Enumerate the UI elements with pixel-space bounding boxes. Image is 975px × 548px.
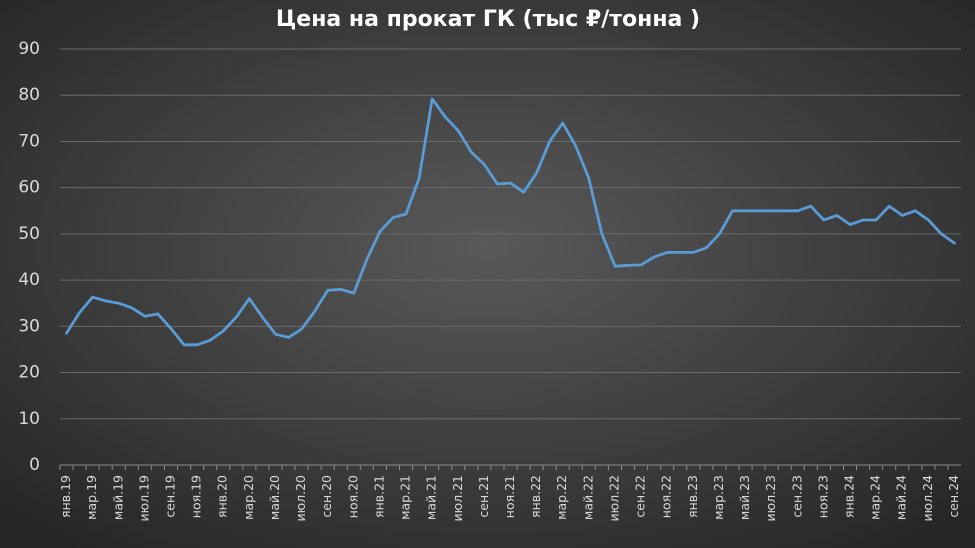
x-tick-label: ноя.21 [502,475,517,518]
x-tick-label: июл.23 [763,475,778,522]
x-tick-label: сен.20 [319,475,334,518]
x-tick-label: ноя.19 [189,475,204,518]
x-tick-label: мар.21 [398,475,413,520]
x-tick-label: июл.21 [450,475,465,522]
y-tick-label: 60 [18,178,40,198]
x-tick-label: май.20 [267,475,282,520]
x-tick-label: июл.19 [136,475,151,522]
x-tick-label: мар.20 [241,475,256,520]
x-tick-label: мар.23 [711,475,726,520]
x-tick-label: янв.20 [215,475,230,518]
x-tick-label: май.21 [424,475,439,520]
x-tick-label: май.23 [737,475,752,520]
chart-title: Цена на прокат ГК (тыс ₽/тонна ) [276,7,700,32]
x-tick-label: май.19 [110,475,125,520]
y-tick-label: 20 [18,363,40,383]
x-tick-label: май.24 [894,475,909,520]
x-tick-label: янв.21 [371,475,386,518]
x-tick-label: сен.22 [633,475,648,518]
x-tick-label: ноя.23 [815,475,830,518]
x-tick-label: июл.24 [920,475,935,522]
y-tick-label: 80 [18,85,40,105]
x-tick-label: сен.19 [162,475,177,518]
x-tick-label: сен.24 [946,475,961,518]
x-tick-label: июл.22 [606,475,621,522]
x-tick-label: ноя.20 [345,475,360,518]
x-tick-label: янв.23 [685,475,700,518]
x-tick-label: мар.24 [868,475,883,520]
x-tick-label: мар.19 [84,475,99,520]
y-tick-label: 70 [18,131,40,151]
x-tick-label: мар.22 [554,475,569,520]
x-tick-label: янв.19 [58,475,73,518]
y-tick-label: 0 [29,455,40,475]
y-tick-label: 50 [18,224,40,244]
line [65,97,956,347]
y-tick-label: 90 [18,39,40,59]
x-tick-label: янв.24 [842,475,857,518]
y-tick-label: 30 [18,316,40,336]
y-tick-label: 10 [18,409,40,429]
y-tick-label: 40 [18,270,40,290]
x-tick-label: янв.22 [528,475,543,518]
x-tick-label: июл.20 [293,475,308,522]
x-tick-label: май.22 [580,475,595,520]
x-tick-label: ноя.22 [659,475,674,518]
x-tick-label: сен.23 [789,475,804,518]
x-tick-label: сен.21 [476,475,491,518]
